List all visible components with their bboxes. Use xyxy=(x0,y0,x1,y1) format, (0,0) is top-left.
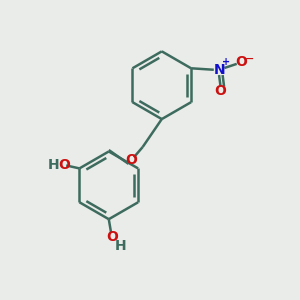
Text: H: H xyxy=(48,158,59,172)
Text: −: − xyxy=(245,54,254,64)
Text: +: + xyxy=(222,57,230,68)
Text: O: O xyxy=(235,56,247,69)
Text: N: N xyxy=(213,63,225,77)
Text: O: O xyxy=(214,84,226,98)
Text: O: O xyxy=(106,230,118,244)
Text: H: H xyxy=(115,239,126,253)
Text: O: O xyxy=(58,158,70,172)
Text: O: O xyxy=(125,153,137,167)
